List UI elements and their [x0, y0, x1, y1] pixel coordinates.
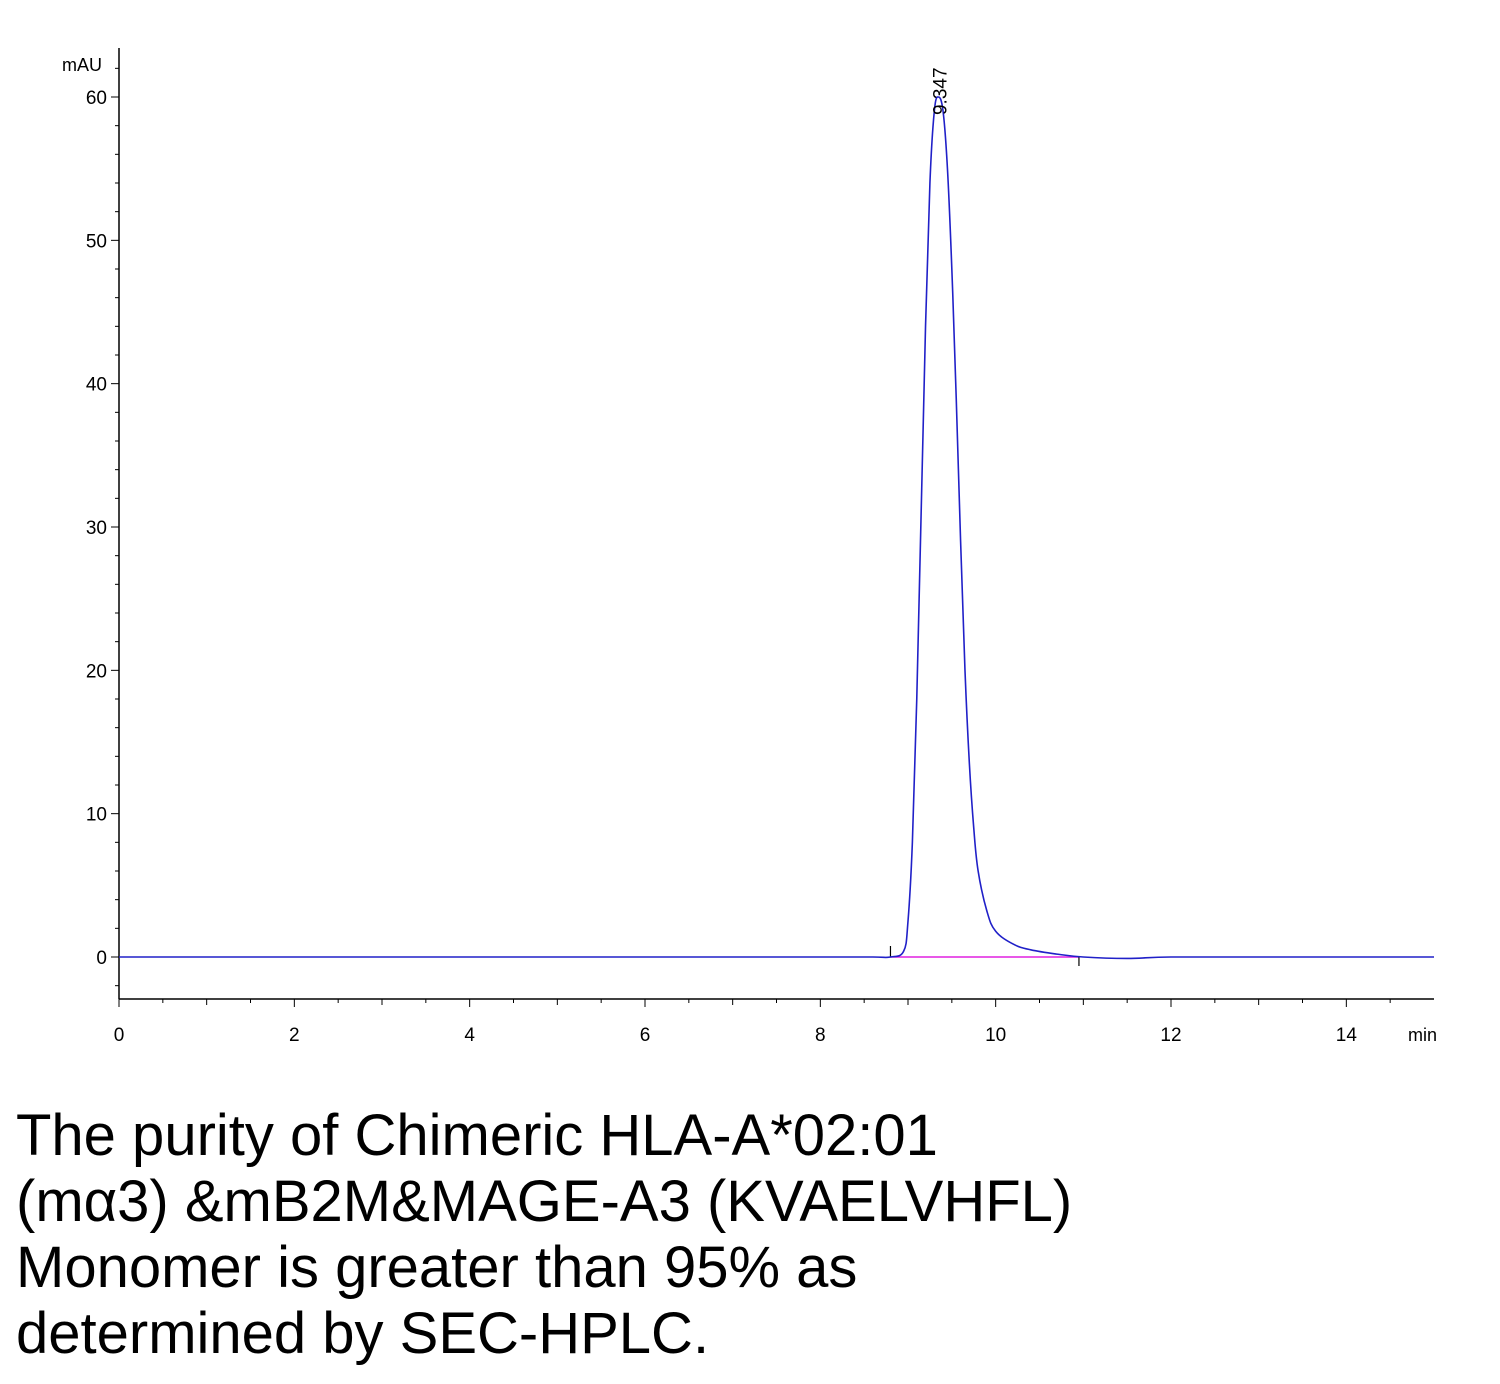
x-tick-label: 6 [640, 1025, 651, 1046]
hplc-chromatogram: 0 10 20 30 40 50 60 mAU 0 2 4 6 8 10 12 14 min 9.347 [62, 48, 1437, 1046]
peak-label: 9.347 [930, 67, 951, 115]
x-axis-unit-label: min [1408, 1025, 1437, 1045]
y-axis-unit-label: mAU [62, 55, 102, 75]
caption-line-3: Monomer is greater than 95% as [16, 1235, 858, 1300]
y-tick-label: 60 [86, 88, 107, 109]
caption-line-1: The purity of Chimeric HLA-A*02:01 [16, 1103, 938, 1168]
y-tick-label: 50 [86, 231, 107, 252]
y-tick-label: 30 [86, 518, 107, 539]
x-tick-label: 12 [1160, 1025, 1181, 1046]
x-tick-label: 0 [114, 1025, 125, 1046]
chromatogram-trace [118, 96, 1434, 960]
figure-caption: The purity of Chimeric HLA-A*02:01 (mα3)… [16, 1103, 1476, 1367]
x-tick-label: 4 [464, 1025, 475, 1046]
caption-line-2: (mα3) &mB2M&MAGE-A3 (KVAELVHFL) [16, 1169, 1073, 1234]
caption-line-4: determined by SEC-HPLC. [16, 1301, 710, 1366]
chart-marks: 9.347 [118, 67, 1434, 966]
x-tick-label: 14 [1336, 1025, 1358, 1046]
y-tick-label: 10 [86, 805, 107, 826]
x-tick-label: 8 [815, 1025, 826, 1046]
y-tick-label: 0 [96, 948, 107, 969]
chart-axes: 0 10 20 30 40 50 60 mAU 0 2 4 6 8 10 12 14 min [62, 48, 1437, 1046]
x-tick-label: 2 [289, 1025, 300, 1046]
y-tick-label: 40 [86, 375, 107, 396]
x-tick-label: 10 [985, 1025, 1006, 1046]
y-tick-label: 20 [86, 661, 107, 682]
